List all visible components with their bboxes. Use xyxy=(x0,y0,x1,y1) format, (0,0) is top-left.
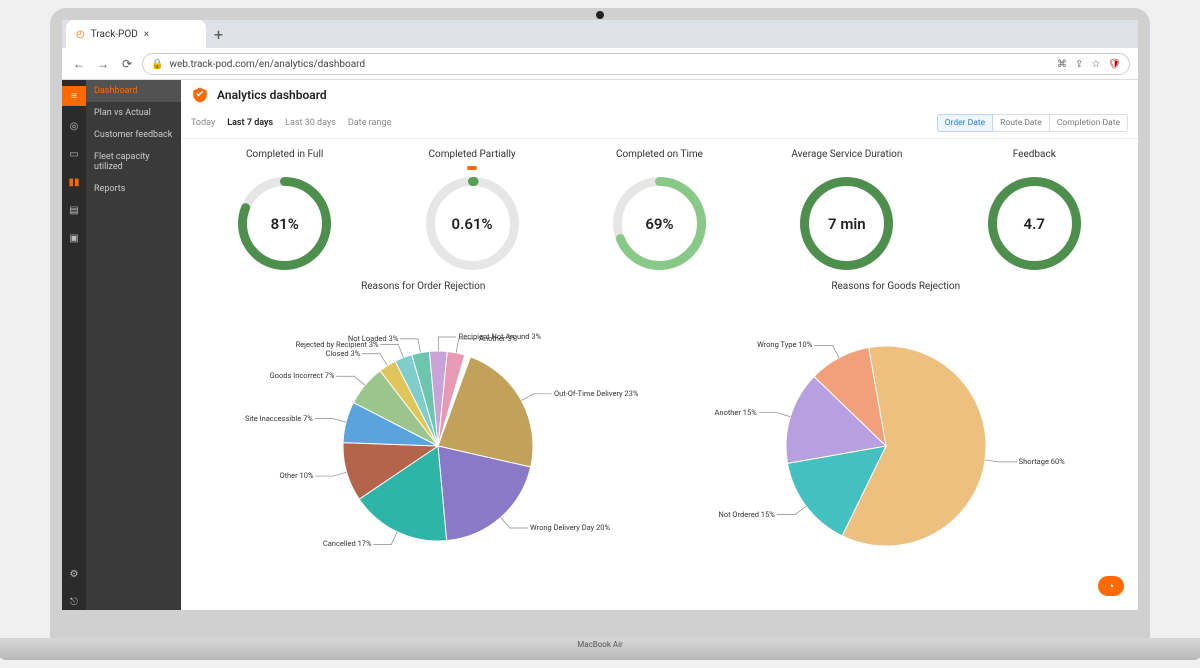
iconbar-report-icon[interactable]: ▤ xyxy=(66,202,82,218)
app-root: ≡ ◎ ▭ ▮▮ ▤ ▣ ⚙ ⎋ DashboardPlan vs Actual… xyxy=(62,80,1138,610)
kpi-indicator xyxy=(467,166,477,170)
iconbar-settings-icon[interactable]: ⚙ xyxy=(66,566,82,582)
laptop-base: MacBook Air xyxy=(0,638,1200,660)
kpi-completed-in-full: Completed in Full 81% xyxy=(210,149,360,271)
close-icon[interactable]: × xyxy=(144,29,149,40)
pie-goods-chart: Shortage 60% Not Ordered 15% Another 15% Wr… xyxy=(706,296,1086,556)
pie-slice-label: Another 15% xyxy=(715,408,757,417)
kpi-feedback: Feedback 4.7 xyxy=(959,149,1109,271)
time-filter-date-range[interactable]: Date range xyxy=(348,118,391,128)
pie-title: Reasons for Order Rejection xyxy=(361,281,485,292)
pie-slice-label: Wrong Type 10% xyxy=(757,340,812,349)
pies-row: Reasons for Order Rejection Out-Of-Time … xyxy=(181,275,1138,556)
url-icons: ⌘ ⇪ ☆ 🛡 xyxy=(1057,59,1121,70)
date-filters: Order DateRoute DateCompletion Date xyxy=(937,114,1128,132)
shield-icon[interactable]: 🛡 xyxy=(1108,59,1121,70)
pie-order-rejection: Reasons for Order Rejection Out-Of-Time … xyxy=(233,281,613,556)
time-filter-last-7-days[interactable]: Last 7 days xyxy=(227,118,273,128)
laptop-frame: ◴ Track-POD × + ← → ⟳ 🔒 web.track-pod.co… xyxy=(50,8,1150,648)
laptop-model-label: MacBook Air xyxy=(577,640,623,649)
iconbar-book-icon[interactable]: ▣ xyxy=(66,230,82,246)
sidebar-item-fleet-capacity-utilized[interactable]: Fleet capacity utilized xyxy=(86,146,181,178)
kpi-title: Completed in Full xyxy=(246,149,323,160)
pie-slice-label: Site Inaccessible 7% xyxy=(245,414,313,423)
pie-order-chart: Out-Of-Time Delivery 23%Wrong Delivery D… xyxy=(233,296,613,556)
kpi-ring: 4.7 xyxy=(987,176,1082,271)
pie-slice-label: Out-Of-Time Delivery 23% xyxy=(554,389,638,398)
laptop-camera xyxy=(596,11,604,19)
sidebar-item-dashboard[interactable]: Dashboard xyxy=(86,80,181,102)
page-header: Analytics dashboard xyxy=(181,80,1138,110)
laptop-screen: ◴ Track-POD × + ← → ⟳ 🔒 web.track-pod.co… xyxy=(62,20,1138,610)
kpi-value: 69% xyxy=(612,176,707,271)
sidebar-item-reports[interactable]: Reports xyxy=(86,178,181,200)
pie-slice-label: Another 3% xyxy=(479,334,517,343)
time-filters: Today Last 7 days Last 30 days Date range xyxy=(191,118,391,128)
share-icon[interactable]: ⇪ xyxy=(1075,59,1083,70)
key-icon[interactable]: ⌘ xyxy=(1057,59,1067,70)
pie-slice-label: Cancelled 17% xyxy=(323,539,372,548)
kpi-ring: 0.61% xyxy=(425,176,520,271)
browser-chrome: ◴ Track-POD × + ← → ⟳ 🔒 web.track-pod.co… xyxy=(62,20,1138,80)
browser-tab[interactable]: ◴ Track-POD × xyxy=(66,20,206,48)
kpi-value: 0.61% xyxy=(425,176,520,271)
iconbar-chart-icon[interactable]: ▮▮ xyxy=(66,174,82,190)
date-filter-route-date[interactable]: Route Date xyxy=(993,114,1050,132)
kpi-value: 4.7 xyxy=(987,176,1082,271)
date-filter-completion-date[interactable]: Completion Date xyxy=(1050,114,1128,132)
lock-icon: 🔒 xyxy=(151,59,163,70)
pie-title: Reasons for Goods Rejection xyxy=(831,281,960,292)
tab-title: Track-POD xyxy=(91,29,138,40)
kpi-title: Average Service Duration xyxy=(791,149,902,160)
new-tab-button[interactable]: + xyxy=(206,25,231,44)
kpi-value: 7 min xyxy=(799,176,894,271)
time-filter-last-30-days[interactable]: Last 30 days xyxy=(285,118,336,128)
pie-slice-label: Not Loaded 3% xyxy=(348,334,398,343)
sidemenu: DashboardPlan vs ActualCustomer feedback… xyxy=(86,80,181,610)
back-icon[interactable]: ← xyxy=(70,57,88,71)
address-row: ← → ⟳ 🔒 web.track-pod.com/en/analytics/d… xyxy=(62,48,1138,80)
kpi-completed-partially: Completed Partially 0.61% xyxy=(397,149,547,271)
time-filter-today[interactable]: Today xyxy=(191,118,215,128)
filters-row: Today Last 7 days Last 30 days Date range O… xyxy=(181,110,1138,139)
pie-slice-label: Closed 3% xyxy=(326,349,361,358)
kpi-row: Completed in Full 81% Completed Partially 0… xyxy=(181,139,1138,275)
kpi-ring: 81% xyxy=(237,176,332,271)
iconbar-note-icon[interactable]: ▭ xyxy=(66,146,82,162)
forward-icon[interactable]: → xyxy=(94,57,112,71)
kpi-average-service-duration: Average Service Duration 7 min xyxy=(772,149,922,271)
url-bar[interactable]: 🔒 web.track-pod.com/en/analytics/dashboa… xyxy=(142,53,1130,75)
sidebar-item-plan-vs-actual[interactable]: Plan vs Actual xyxy=(86,102,181,124)
kpi-ring: 69% xyxy=(612,176,707,271)
kpi-completed-on-time: Completed on Time 69% xyxy=(584,149,734,271)
iconbar: ≡ ◎ ▭ ▮▮ ▤ ▣ ⚙ ⎋ xyxy=(62,80,86,610)
pie-slice-label: Other 10% xyxy=(279,471,313,480)
sidebar-item-customer-feedback[interactable]: Customer feedback xyxy=(86,124,181,146)
help-fab-button[interactable]: ◔ xyxy=(1098,576,1124,596)
pie-slice-label: Not Ordered 15% xyxy=(718,510,774,519)
iconbar-exit-icon[interactable]: ⎋ xyxy=(66,594,82,610)
page-title: Analytics dashboard xyxy=(217,88,327,102)
kpi-title: Feedback xyxy=(1013,149,1056,160)
kpi-ring: 7 min xyxy=(799,176,894,271)
date-filter-order-date[interactable]: Order Date xyxy=(937,114,993,132)
tab-favicon: ◴ xyxy=(76,29,85,40)
pie-slice-label: Goods Incorrect 7% xyxy=(270,371,335,380)
kpi-title: Completed Partially xyxy=(429,149,516,160)
iconbar-target-icon[interactable]: ◎ xyxy=(66,118,82,134)
tabs-row: ◴ Track-POD × + xyxy=(62,20,1138,48)
kpi-title: Completed on Time xyxy=(616,149,703,160)
pie-slice-label: Wrong Delivery Day 20% xyxy=(530,523,610,532)
kpi-value: 81% xyxy=(237,176,332,271)
url-text: web.track-pod.com/en/analytics/dashboard xyxy=(169,59,365,70)
pie-slice-label: Shortage 60% xyxy=(1019,457,1065,466)
iconbar-menu-icon[interactable]: ≡ xyxy=(62,86,86,106)
brand-logo-icon xyxy=(191,86,209,104)
star-icon[interactable]: ☆ xyxy=(1091,59,1100,70)
pie-goods-rejection: Reasons for Goods Rejection Shortage 60%… xyxy=(706,281,1086,556)
reload-icon[interactable]: ⟳ xyxy=(118,57,136,71)
main-panel: Analytics dashboard Today Last 7 days Last… xyxy=(181,80,1138,610)
